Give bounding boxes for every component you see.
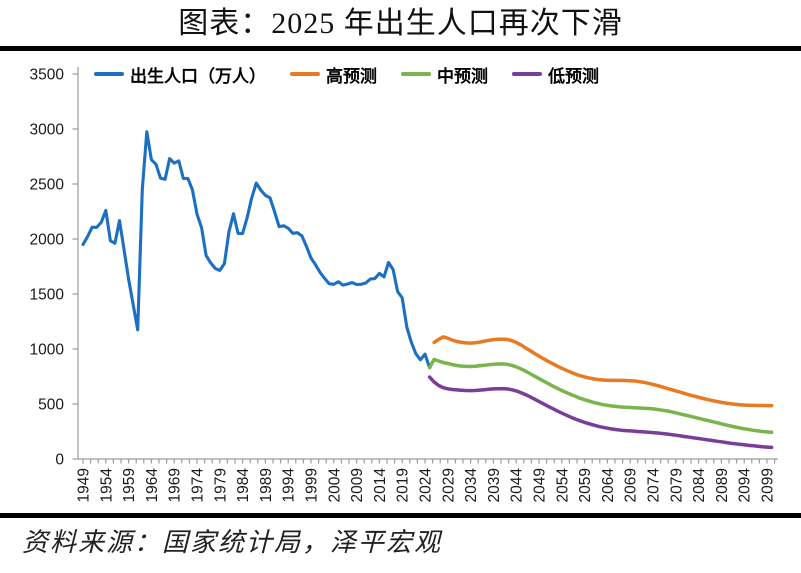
series-low-line <box>427 375 774 450</box>
legend-label-low-forecast: 低预测 <box>548 66 599 86</box>
birth-line-swatch <box>94 72 124 76</box>
series-high-line <box>432 335 774 408</box>
svg-text:2014: 2014 <box>372 468 389 503</box>
series-medium-line <box>427 357 774 435</box>
svg-text:1969: 1969 <box>167 468 184 502</box>
legend-item-high-forecast: 高预测 <box>290 62 377 87</box>
svg-text:2029: 2029 <box>440 468 457 502</box>
svg-text:1994: 1994 <box>281 468 298 503</box>
series-birth-line <box>81 130 432 370</box>
legend-item-medium-forecast: 中预测 <box>401 62 488 87</box>
svg-text:2084: 2084 <box>691 468 708 503</box>
legend-label-medium-forecast: 中预测 <box>437 66 488 86</box>
svg-text:0: 0 <box>55 452 64 469</box>
y-axis-labels: 0 500 1000 1500 2000 2500 3000 3500 <box>30 67 65 469</box>
data-source-note: 资料来源：国家统计局，泽平宏观 <box>22 528 443 557</box>
svg-text:1500: 1500 <box>30 287 65 304</box>
x-axis-labels: 1949 1954 1959 1964 1969 1974 1979 1984 1989 1994… <box>76 468 777 503</box>
svg-text:2009: 2009 <box>349 468 366 502</box>
svg-text:2024: 2024 <box>418 468 435 503</box>
top-divider <box>0 46 801 51</box>
svg-text:2079: 2079 <box>668 468 685 502</box>
svg-text:1984: 1984 <box>235 468 252 503</box>
svg-text:2004: 2004 <box>326 468 343 503</box>
low-forecast-line-swatch <box>512 72 542 76</box>
svg-text:2054: 2054 <box>554 468 571 503</box>
legend-item-low-forecast: 低预测 <box>512 62 599 87</box>
svg-text:2059: 2059 <box>577 468 594 502</box>
legend-label-birth: 出生人口（万人） <box>130 66 266 86</box>
svg-text:2069: 2069 <box>623 468 640 502</box>
svg-text:1964: 1964 <box>144 468 161 503</box>
svg-text:2049: 2049 <box>532 468 549 502</box>
svg-text:1974: 1974 <box>190 468 207 503</box>
svg-text:1999: 1999 <box>304 468 321 502</box>
svg-text:1000: 1000 <box>30 342 65 359</box>
svg-text:1949: 1949 <box>76 468 93 502</box>
svg-text:2039: 2039 <box>486 468 503 502</box>
svg-text:500: 500 <box>38 397 64 414</box>
svg-text:3500: 3500 <box>30 67 65 84</box>
svg-text:2074: 2074 <box>646 468 663 503</box>
svg-text:1959: 1959 <box>121 468 138 502</box>
chart-title: 图表：2025 年出生人口再次下滑 <box>178 7 623 40</box>
svg-text:2000: 2000 <box>30 232 65 249</box>
high-forecast-line-swatch <box>290 72 320 76</box>
svg-text:1979: 1979 <box>212 468 229 502</box>
svg-text:1989: 1989 <box>258 468 275 502</box>
svg-text:2064: 2064 <box>600 468 617 503</box>
svg-text:2034: 2034 <box>463 468 480 503</box>
svg-text:2500: 2500 <box>30 177 65 194</box>
chart-legend: 出生人口（万人） 高预测 中预测 低预测 <box>94 62 599 87</box>
axes <box>72 67 778 464</box>
svg-text:2089: 2089 <box>714 468 731 502</box>
medium-forecast-line-swatch <box>401 72 431 76</box>
svg-text:2094: 2094 <box>737 468 754 503</box>
legend-label-high-forecast: 高预测 <box>326 66 377 86</box>
svg-text:2019: 2019 <box>395 468 412 502</box>
svg-text:1954: 1954 <box>98 468 115 503</box>
svg-text:2044: 2044 <box>509 468 526 503</box>
legend-item-birth: 出生人口（万人） <box>94 62 266 87</box>
svg-text:2099: 2099 <box>760 468 777 502</box>
svg-text:3000: 3000 <box>30 122 65 139</box>
bottom-divider <box>0 513 801 518</box>
